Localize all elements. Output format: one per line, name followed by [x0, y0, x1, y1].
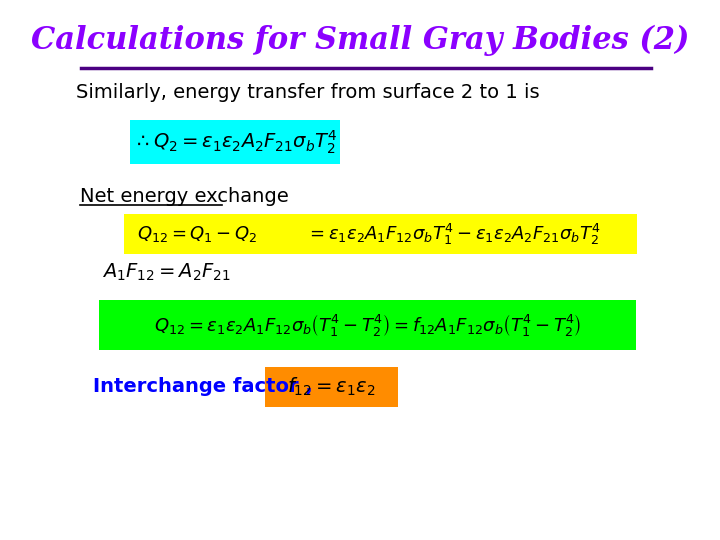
- FancyBboxPatch shape: [271, 214, 637, 254]
- Text: $Q_{12} = Q_1 - Q_2$: $Q_{12} = Q_1 - Q_2$: [137, 224, 257, 244]
- Text: Similarly, energy transfer from surface 2 to 1 is: Similarly, energy transfer from surface …: [76, 83, 539, 102]
- FancyBboxPatch shape: [124, 214, 269, 254]
- Text: $= \varepsilon_1 \varepsilon_2 A_1 F_{12} \sigma_b T_1^4 - \varepsilon_1 \vareps: $= \varepsilon_1 \varepsilon_2 A_1 F_{12…: [307, 221, 601, 247]
- Text: $f_{12} = \varepsilon_1 \varepsilon_2$: $f_{12} = \varepsilon_1 \varepsilon_2$: [287, 376, 376, 398]
- Text: $\therefore Q_2 = \varepsilon_1 \varepsilon_2 A_2 F_{21} \sigma_b T_2^4$: $\therefore Q_2 = \varepsilon_1 \varepsi…: [133, 129, 338, 156]
- FancyBboxPatch shape: [130, 120, 341, 164]
- Text: Calculations for Small Gray Bodies (2): Calculations for Small Gray Bodies (2): [31, 24, 689, 56]
- FancyBboxPatch shape: [266, 367, 398, 407]
- Text: Interchange factor ,: Interchange factor ,: [93, 377, 313, 396]
- FancyBboxPatch shape: [99, 300, 636, 350]
- Text: Net energy exchange: Net energy exchange: [81, 187, 289, 206]
- Text: $A_1 F_{12} = A_2 F_{21}$: $A_1 F_{12} = A_2 F_{21}$: [102, 261, 230, 282]
- Text: $Q_{12} = \varepsilon_1 \varepsilon_2 A_1 F_{12} \sigma_b \left(T_1^4 - T_2^4\ri: $Q_{12} = \varepsilon_1 \varepsilon_2 A_…: [154, 312, 582, 338]
